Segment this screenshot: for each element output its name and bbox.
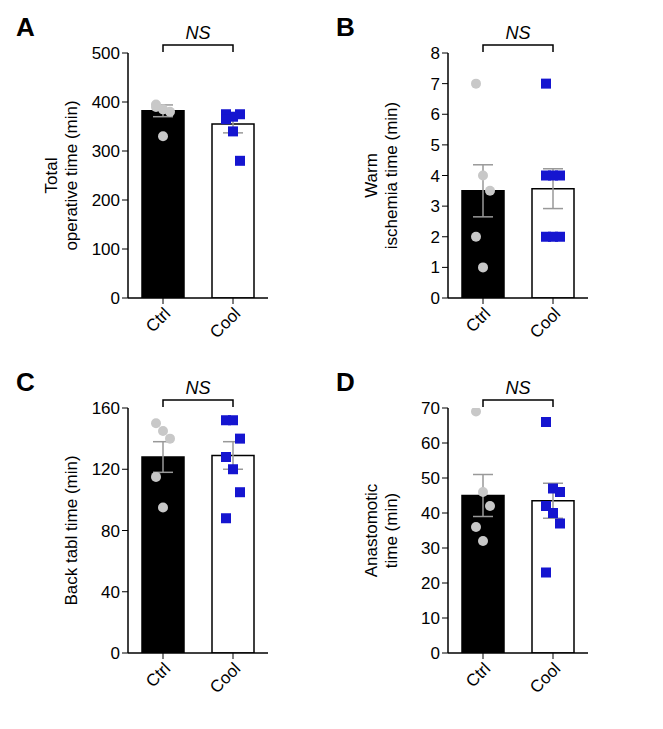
svg-text:80: 80 <box>101 522 120 541</box>
svg-text:20: 20 <box>421 574 440 593</box>
svg-text:NS: NS <box>505 23 530 43</box>
svg-text:5: 5 <box>431 136 440 155</box>
svg-text:300: 300 <box>92 142 120 161</box>
svg-text:40: 40 <box>421 504 440 523</box>
svg-text:7: 7 <box>431 75 440 94</box>
svg-text:A: A <box>16 12 35 42</box>
svg-text:10: 10 <box>421 609 440 628</box>
svg-text:NS: NS <box>505 378 530 398</box>
svg-text:Anastomotictime (min): Anastomotictime (min) <box>362 483 401 577</box>
svg-text:0: 0 <box>111 644 120 663</box>
svg-text:Cool: Cool <box>206 304 244 342</box>
svg-text:C: C <box>16 367 35 397</box>
svg-text:3: 3 <box>431 197 440 216</box>
svg-text:1: 1 <box>431 258 440 277</box>
svg-text:160: 160 <box>92 399 120 418</box>
svg-text:0: 0 <box>111 289 120 308</box>
svg-text:100: 100 <box>92 240 120 259</box>
svg-text:Totaloperative time (min): Totaloperative time (min) <box>42 100 81 250</box>
svg-text:8: 8 <box>431 44 440 63</box>
svg-text:Ctrl: Ctrl <box>142 659 174 691</box>
svg-text:200: 200 <box>92 191 120 210</box>
svg-text:Warmischemia time (min): Warmischemia time (min) <box>362 102 401 249</box>
svg-text:40: 40 <box>101 583 120 602</box>
svg-text:120: 120 <box>92 460 120 479</box>
svg-text:Ctrl: Ctrl <box>462 304 494 336</box>
svg-text:Cool: Cool <box>526 304 564 342</box>
svg-text:B: B <box>336 12 355 42</box>
svg-text:500: 500 <box>92 44 120 63</box>
svg-text:Back tabl time (min): Back tabl time (min) <box>62 455 81 605</box>
svg-text:D: D <box>336 367 355 397</box>
svg-text:30: 30 <box>421 539 440 558</box>
svg-text:400: 400 <box>92 93 120 112</box>
svg-text:Cool: Cool <box>526 659 564 697</box>
svg-text:50: 50 <box>421 469 440 488</box>
svg-text:Cool: Cool <box>206 659 244 697</box>
svg-text:Ctrl: Ctrl <box>142 304 174 336</box>
svg-text:2: 2 <box>431 228 440 247</box>
svg-text:4: 4 <box>431 167 440 186</box>
svg-text:6: 6 <box>431 105 440 124</box>
svg-text:0: 0 <box>431 289 440 308</box>
svg-text:NS: NS <box>185 378 210 398</box>
svg-text:60: 60 <box>421 434 440 453</box>
svg-text:0: 0 <box>431 644 440 663</box>
svg-text:70: 70 <box>421 399 440 418</box>
svg-text:NS: NS <box>185 23 210 43</box>
svg-text:Ctrl: Ctrl <box>462 659 494 691</box>
